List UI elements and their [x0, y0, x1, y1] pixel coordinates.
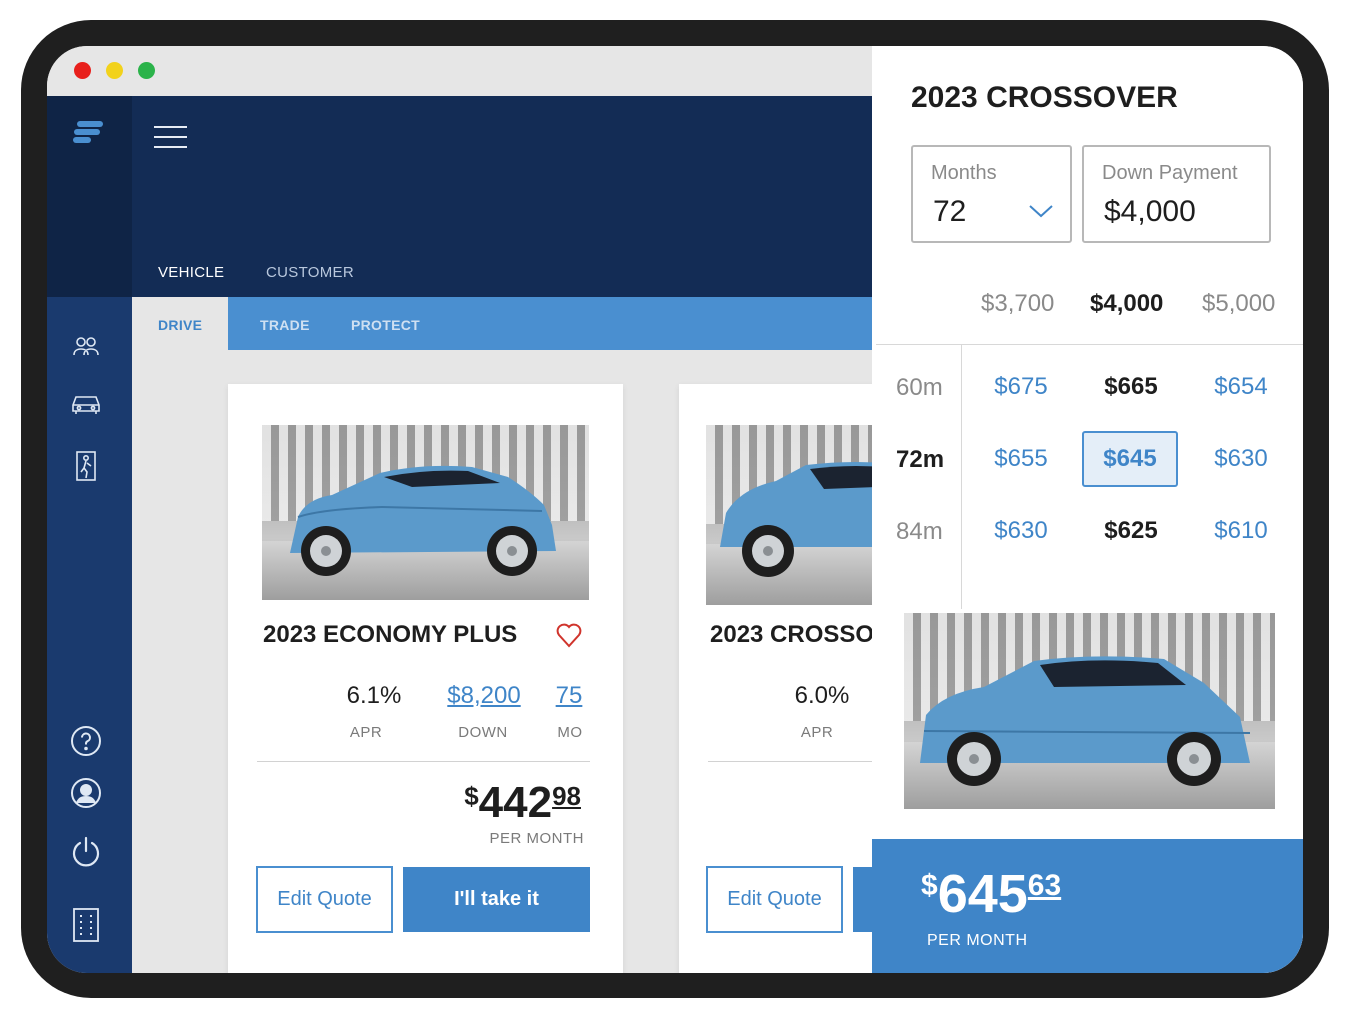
term-72-label: 72m	[896, 446, 945, 473]
tab-trade[interactable]: TRADE	[260, 317, 310, 333]
grid-column-divider	[961, 345, 962, 609]
edit-quote-button[interactable]: Edit Quote	[706, 866, 843, 933]
payment-cell[interactable]: $630	[994, 517, 1048, 544]
payment-cell[interactable]: $675	[994, 373, 1048, 400]
help-icon[interactable]	[69, 724, 103, 758]
monthly-price: $44298	[464, 778, 581, 827]
months-select[interactable]: Months 72	[911, 145, 1072, 243]
edit-quote-button[interactable]: Edit Quote	[256, 866, 393, 933]
menu-icon[interactable]	[154, 126, 188, 148]
payment-cell-selected[interactable]: $645	[1082, 431, 1178, 487]
apr-label: APR	[349, 724, 383, 741]
down-option-selected[interactable]: $4,000	[1090, 290, 1164, 317]
per-month-label: PER MONTH	[489, 830, 584, 847]
term-60-label: 60m	[896, 374, 943, 401]
top-header: VEHICLE CUSTOMER	[132, 96, 872, 297]
chevron-down-icon	[1029, 205, 1053, 218]
down-payment-value: $4,000	[1104, 195, 1196, 228]
apr-value: 6.1%	[346, 682, 402, 709]
term-months-link[interactable]: 75	[555, 682, 583, 709]
take-it-button[interactable]: I'll take it	[403, 867, 590, 932]
minimize-window-button[interactable]	[106, 62, 123, 79]
grid-divider	[876, 344, 1303, 345]
heart-icon[interactable]	[555, 622, 583, 653]
down-payment-label: Down Payment	[1102, 162, 1238, 184]
users-icon[interactable]	[69, 329, 103, 363]
panel-title: 2023 CROSSOVER	[911, 81, 1178, 114]
window-titlebar	[47, 46, 872, 96]
payment-cell[interactable]: $625	[1104, 517, 1158, 544]
card-divider	[257, 761, 590, 762]
rail-logo-area	[47, 96, 132, 297]
selected-monthly-price: $64563	[921, 864, 1062, 924]
down-payment-field[interactable]: Down Payment $4,000	[1082, 145, 1271, 243]
subnav-bar	[228, 297, 872, 350]
account-icon[interactable]	[69, 776, 103, 810]
payment-cell[interactable]: $655	[994, 445, 1048, 472]
payment-cell[interactable]: $654	[1214, 373, 1268, 400]
tab-vehicle[interactable]: VEHICLE	[158, 264, 225, 281]
app-screen: VEHICLE CUSTOMER DRIVE TRADE PROTECT 202…	[47, 46, 1303, 973]
payment-cell[interactable]: $630	[1214, 445, 1268, 472]
down-payment-link[interactable]: $8,200	[447, 682, 521, 709]
walking-person-icon[interactable]	[69, 449, 103, 483]
vehicle-photo	[904, 613, 1275, 809]
vehicle-card: 2023 ECONOMY PLUS 6.1% APR $8,200 DOWN 7…	[228, 384, 623, 973]
tab-protect[interactable]: PROTECT	[351, 317, 420, 333]
power-icon[interactable]	[69, 835, 103, 869]
months-label: MO	[557, 724, 583, 741]
down-label: DOWN	[458, 724, 508, 741]
term-84-label: 84m	[896, 518, 943, 545]
maximize-window-button[interactable]	[138, 62, 155, 79]
per-month-label: PER MONTH	[927, 932, 1028, 949]
apr-label: APR	[800, 724, 834, 741]
subnav-active-background	[132, 297, 228, 973]
down-option[interactable]: $3,700	[981, 290, 1055, 317]
months-value: 72	[933, 195, 967, 228]
payment-cell[interactable]: $610	[1214, 517, 1268, 544]
car-icon[interactable]	[69, 386, 103, 420]
down-option[interactable]: $5,000	[1202, 290, 1276, 317]
vehicle-photo	[262, 425, 589, 600]
building-icon[interactable]	[69, 908, 103, 942]
payment-cell[interactable]: $665	[1104, 373, 1158, 400]
vehicle-title: 2023 ECONOMY PLUS	[263, 621, 518, 648]
selected-payment-summary: $64563 PER MONTH	[872, 839, 1303, 973]
tab-drive[interactable]: DRIVE	[158, 317, 203, 333]
apr-value: 6.0%	[794, 682, 850, 709]
left-rail	[47, 96, 132, 973]
tab-customer[interactable]: CUSTOMER	[266, 264, 354, 281]
months-label: Months	[931, 162, 997, 184]
quote-panel: 2023 CROSSOVER Months 72 Down Payment $4…	[872, 46, 1303, 973]
close-window-button[interactable]	[74, 62, 91, 79]
